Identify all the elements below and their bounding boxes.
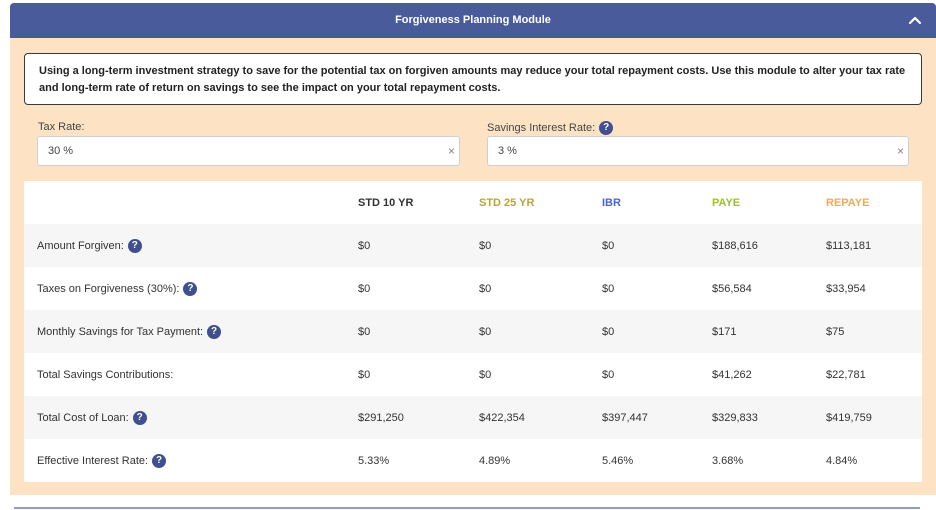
table-cell: 3.68% [712,454,744,467]
column-ibr: IBR [602,196,621,209]
table-cell: $0 [602,282,615,295]
table-cell: $0 [479,325,492,338]
table-cell: $0 [358,239,371,252]
table-row: Taxes on Forgiveness (30%):? $0 $0 $0 $5… [24,267,922,310]
row-label: Amount Forgiven:? [24,238,358,253]
table-row: Amount Forgiven:? $0 $0 $0 $188,616 $113… [24,224,922,267]
column-repaye: REPAYE [826,196,870,209]
table-cell: 4.89% [479,454,511,467]
table-cell: $188,616 [712,239,758,252]
row-label-text: Monthly Savings for Tax Payment: [37,325,204,338]
table-cell: $113,181 [826,239,872,252]
table-cell: $291,250 [358,411,404,424]
table-cell: $0 [479,282,492,295]
table-cell: $0 [358,282,371,295]
column-std-10-yr: STD 10 YR [358,196,414,209]
table-cell: $0 [358,368,371,381]
table-cell: $329,833 [712,411,758,424]
row-label: Effective Interest Rate:? [24,453,358,468]
help-icon[interactable]: ? [127,238,142,253]
table-cell: $0 [602,239,615,252]
table-cell: $0 [602,325,615,338]
table-row: Monthly Savings for Tax Payment:? $0 $0 … [24,310,922,353]
help-icon[interactable]: ? [132,410,147,425]
info-box: Using a long-term investment strategy to… [24,53,922,105]
table-cell: $0 [602,368,615,381]
table-cell: $0 [358,325,371,338]
column-std-25-yr: STD 25 YR [479,196,535,209]
table-cell: $56,584 [712,282,752,295]
table-cell: $422,354 [479,411,525,424]
row-label-text: Amount Forgiven: [37,239,124,252]
help-icon[interactable]: ? [599,121,614,135]
tax-rate-field[interactable]: × [37,136,460,166]
row-label: Monthly Savings for Tax Payment:? [24,324,358,339]
row-label: Total Cost of Loan:? [24,410,358,425]
table-cell: $0 [479,368,492,381]
savings-rate-label-text: Savings Interest Rate: [487,122,596,134]
table-cell: $41,262 [712,368,752,381]
help-icon[interactable]: ? [207,324,222,339]
module-header[interactable]: Forgiveness Planning Module [10,3,936,38]
table-cell: 5.33% [358,454,390,467]
clear-icon[interactable]: × [447,144,455,158]
table-cell: $419,759 [826,411,872,424]
savings-rate-input[interactable] [488,137,908,165]
row-label-text: Taxes on Forgiveness (30%): [37,282,180,295]
table-cell: 4.84% [826,454,858,467]
table-row: Effective Interest Rate:? 5.33% 4.89% 5.… [24,439,922,482]
row-label-text: Effective Interest Rate: [37,454,149,467]
row-label: Total Savings Contributions: [24,369,358,381]
table-row: Total Cost of Loan:? $291,250 $422,354 $… [24,396,922,439]
table-cell: $75 [826,325,845,338]
forgiveness-planning-module: Forgiveness Planning Module Using a long… [10,3,936,495]
table-cell: $0 [479,239,492,252]
comparison-table: STD 10 YR STD 25 YR IBR PAYE REPAYE Amou… [24,181,922,482]
help-icon[interactable]: ? [183,281,198,296]
tax-rate-label: Tax Rate: [38,121,84,133]
tax-rate-input[interactable] [38,137,459,165]
help-icon[interactable]: ? [152,453,167,468]
row-label-text: Total Savings Contributions: [37,368,174,381]
module-title: Forgiveness Planning Module [395,14,551,26]
chevron-up-icon[interactable] [908,14,922,26]
savings-rate-field[interactable]: × [487,136,909,166]
savings-rate-label: Savings Interest Rate: ? [487,121,614,135]
row-label: Taxes on Forgiveness (30%):? [24,281,358,296]
table-cell: $22,781 [826,368,866,381]
table-cell: $397,447 [602,411,648,424]
tax-rate-label-text: Tax Rate: [38,121,85,133]
column-paye: PAYE [712,196,741,209]
row-label-text: Total Cost of Loan: [37,411,129,424]
clear-icon[interactable]: × [896,144,904,158]
table-cell: $33,954 [826,282,866,295]
next-section-edge [14,507,920,509]
table-cell: $171 [712,325,737,338]
table-row: Total Savings Contributions: $0 $0 $0 $4… [24,353,922,396]
table-cell: 5.46% [602,454,634,467]
table-header-row: STD 10 YR STD 25 YR IBR PAYE REPAYE [24,181,922,224]
